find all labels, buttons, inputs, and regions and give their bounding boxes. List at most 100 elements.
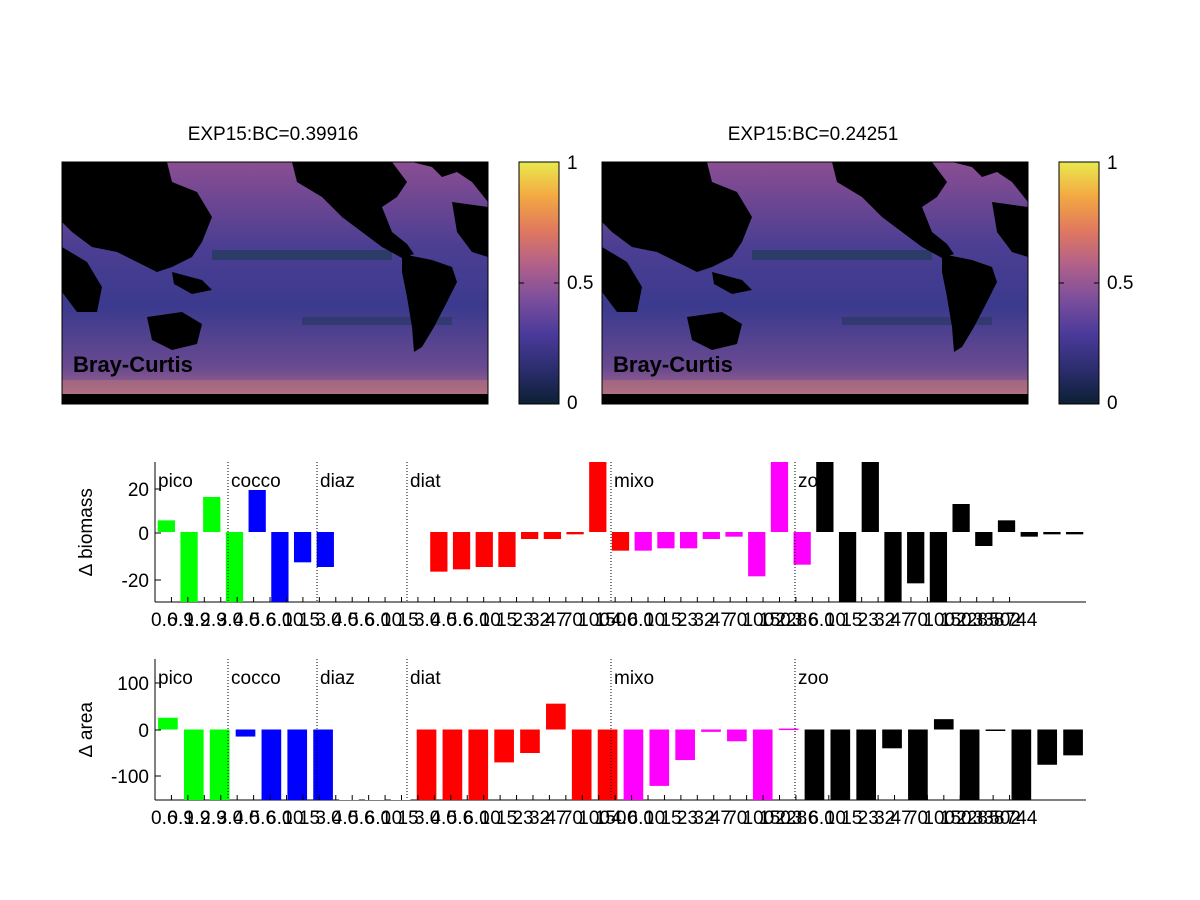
x-tick-label: 0.9 (167, 808, 193, 829)
bar (589, 462, 607, 532)
group-label: zoo (798, 471, 829, 492)
x-tick-label: 15 (660, 808, 681, 829)
x-tick-label: 150 (759, 610, 791, 631)
x-tick-label: 6.0 (808, 808, 834, 829)
land-mass-6 (602, 247, 642, 312)
x-tick-label: 228 (956, 808, 988, 829)
x-tick-label: 15 (496, 610, 517, 631)
x-tick-label: 15 (660, 610, 681, 631)
bar (611, 532, 630, 551)
group-label: pico (158, 471, 193, 492)
equatorial-band (212, 250, 392, 260)
land-mass-9 (362, 162, 392, 180)
x-tick-label: 0.9 (167, 610, 193, 631)
x-tick-label: 23 (677, 808, 698, 829)
x-tick-label: 10 (825, 808, 846, 829)
x-tick-label: 3.0 (315, 808, 341, 829)
x-tick-label: 15 (841, 808, 862, 829)
x-tick-label: 10 (381, 610, 402, 631)
bar (816, 462, 834, 532)
colorbar-1 (518, 161, 560, 405)
bar (657, 532, 675, 549)
map-title-2: EXP15:BC=0.24251 (727, 124, 899, 145)
bar (634, 532, 652, 551)
bar (158, 717, 178, 730)
land-mass-8 (172, 272, 212, 294)
x-tick-label: 70 (907, 808, 928, 829)
bar (430, 532, 448, 572)
bar (261, 729, 282, 800)
bar (701, 729, 721, 732)
x-tick-label: 47 (545, 610, 566, 631)
y-tick-label: 20 (128, 480, 149, 501)
bar (679, 532, 698, 549)
x-tick-label: 15 (398, 610, 419, 631)
antarctica (602, 394, 1028, 404)
bar-panel-2: 100 0 -100 ∆ area pico cocco diaz diat mixo zoo 0.… (76, 659, 1086, 829)
group-label: cocco (231, 471, 281, 492)
bar (543, 532, 562, 539)
group-label: diaz (320, 668, 355, 689)
bar (452, 532, 471, 570)
bar (770, 462, 789, 532)
bar (702, 532, 720, 539)
bar (520, 729, 540, 753)
land-mass-4 (952, 162, 1028, 202)
x-tick-label: 4.0 (233, 808, 259, 829)
x-tick-label: 3.6 (792, 610, 818, 631)
x-tick-label: 6.0 (463, 610, 489, 631)
x-tick-label: 6.0 (628, 610, 654, 631)
bar (203, 497, 221, 532)
x-tick-label: 228 (775, 610, 807, 631)
x-tick-label: 23 (513, 808, 534, 829)
bar (521, 532, 539, 539)
x-tick-label: 23 (513, 610, 534, 631)
bar (861, 462, 879, 532)
land-mass-7 (147, 312, 202, 350)
x-tick-label: 10 (381, 808, 402, 829)
bar (313, 729, 333, 800)
colorbar-1-tick-min: 0 (567, 393, 578, 414)
bar (975, 532, 993, 546)
x-tick-label: 10 (282, 808, 303, 829)
southern-ocean-band (602, 380, 1028, 394)
bar (1063, 729, 1083, 756)
bar (727, 729, 747, 742)
land-mass-8 (712, 272, 752, 294)
bar (225, 532, 244, 602)
x-tick-label: 4.0 (233, 610, 259, 631)
x-tick-label: 2.9 (200, 808, 226, 829)
southern-ocean-band (62, 380, 488, 394)
bar (416, 729, 437, 800)
colorbar-1-tick-mid: 0.5 (567, 273, 594, 294)
bar (907, 532, 925, 584)
world-map-2 (601, 161, 1029, 405)
x-tick-label: 6.0 (365, 610, 391, 631)
x-tick-label: 100 (743, 610, 775, 631)
bar (1011, 729, 1032, 800)
bar (293, 532, 312, 563)
x-tick-label: 10 (282, 610, 303, 631)
x-tick-label: 150 (595, 808, 627, 829)
x-tick-label: 15 (299, 610, 320, 631)
bar (1037, 729, 1058, 765)
bar (468, 729, 489, 800)
bar (908, 729, 928, 800)
group-label: pico (158, 668, 193, 689)
land-mass-2 (832, 162, 954, 258)
x-tick-label: 23 (677, 610, 698, 631)
x-tick-label: 47 (710, 610, 731, 631)
bar (748, 532, 766, 577)
group-label: cocco (231, 668, 281, 689)
x-tick-label: 6.0 (266, 610, 292, 631)
x-tick-label: 47 (891, 610, 912, 631)
x-tick-label: 502 (989, 610, 1021, 631)
x-tick-label: 4.0 (332, 610, 358, 631)
bar (838, 532, 857, 602)
bar (339, 729, 359, 800)
bar (959, 729, 980, 800)
x-tick-label: 5.6 (250, 808, 276, 829)
y-axis-label: ∆ area (76, 702, 97, 757)
bar-panel-1: 20 0 -20 ∆ biomass pico cocco diaz diat mixo zoo 0… (76, 462, 1086, 631)
x-tick-label: 228 (956, 610, 988, 631)
